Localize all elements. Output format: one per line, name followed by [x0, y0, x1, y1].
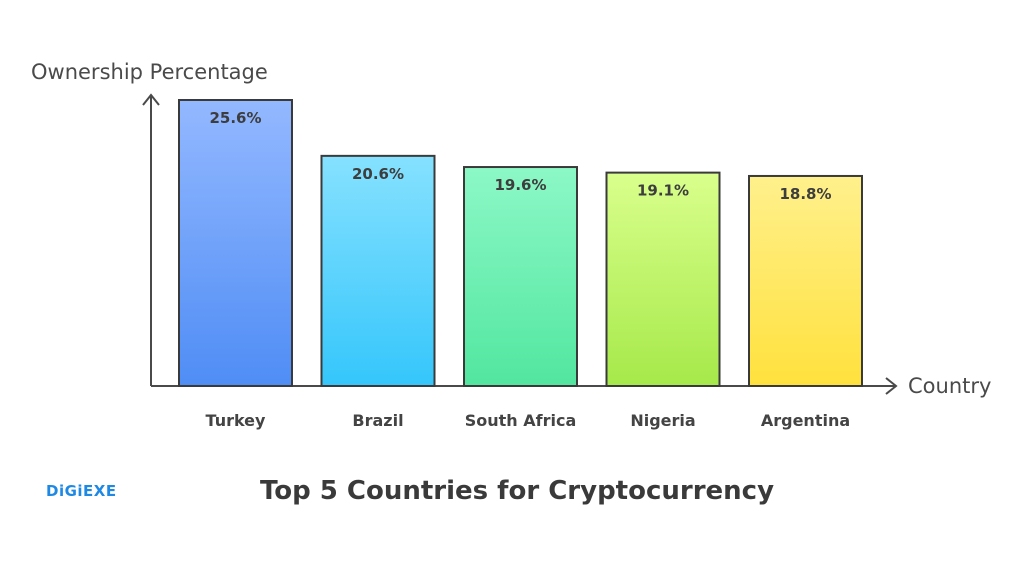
- bar-south-africa: [463, 166, 578, 387]
- bar-nigeria: [605, 171, 721, 387]
- x-axis-arrowhead: [885, 377, 898, 395]
- x-tick-label: Argentina: [761, 411, 850, 430]
- bars-group: 25.6% Turkey 20.6% Brazil 19.6% South Africa 1…: [178, 99, 863, 430]
- data-label: 19.6%: [494, 176, 546, 194]
- y-axis-title: Ownership Percentage: [31, 60, 268, 84]
- x-axis-title: Country: [908, 374, 991, 398]
- data-label: 20.6%: [352, 165, 404, 183]
- data-label: 25.6%: [209, 109, 261, 127]
- bar-brazil: [320, 154, 436, 387]
- y-axis-arrowhead: [142, 93, 160, 106]
- data-label: 19.1%: [637, 182, 689, 200]
- x-tick-label: South Africa: [465, 411, 577, 430]
- data-label: 18.8%: [779, 185, 831, 203]
- x-tick-label: Nigeria: [630, 411, 695, 430]
- bar-turkey: [178, 99, 293, 387]
- brand-logo: DiGiEXE: [46, 482, 117, 500]
- chart-title: Top 5 Countries for Cryptocurrency: [260, 476, 774, 506]
- bar-argentina: [748, 174, 863, 387]
- x-tick-label: Turkey: [206, 411, 267, 430]
- x-tick-label: Brazil: [352, 411, 403, 430]
